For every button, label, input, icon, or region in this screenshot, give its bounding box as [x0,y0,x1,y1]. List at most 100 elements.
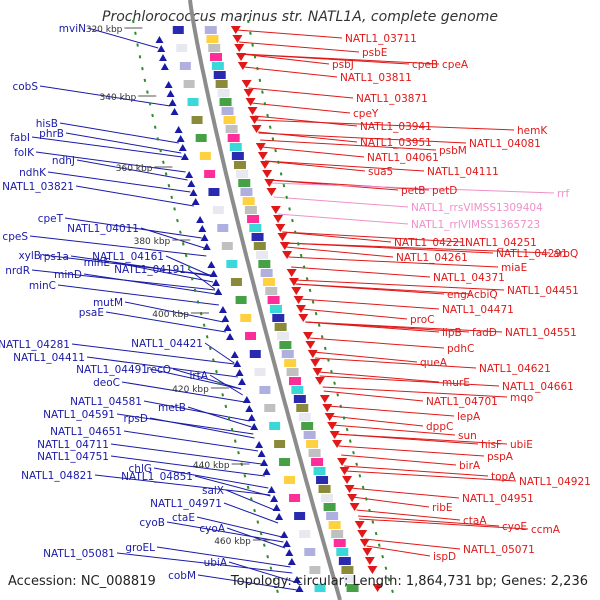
gene-block [217,89,230,97]
gene-arrow [237,62,248,70]
leader-line [110,443,262,465]
left-gene-label: NATL1_04161 [92,251,164,263]
left-gene-label: NATL1_04711 [37,439,109,451]
right-gene-label: ccmA [531,524,561,536]
leader-line [338,445,485,457]
leader-line [366,545,431,557]
gene-arrow [230,351,239,358]
right-gene-label: ispD [433,551,456,563]
leader-line [358,515,500,527]
right-gene-label: dppC [426,421,453,433]
leader-line [223,502,279,524]
leader-line [31,136,183,158]
gene-arrow [327,422,338,430]
right-gene-label: NATL1_04471 [442,304,514,316]
leader-line [270,182,555,194]
leader-line [194,475,271,497]
leader-line [269,179,430,191]
left-gene-label: phrB [39,128,64,140]
leader-lines [29,27,555,591]
leader-line [116,413,254,435]
gene-arrow [230,26,241,34]
gene-block [328,521,341,529]
gene-block [204,26,217,34]
leader-line [323,390,424,402]
right-gene-label: petD [432,185,457,197]
left-gene-labels: mviN cobS hisB fabI phrB folK ndhJ ndhK NATL1_03… [0,23,228,582]
gene-arrow [298,314,309,322]
gene-arrow [262,170,273,178]
gene-arrow [329,431,340,439]
leader-line [123,430,259,452]
right-gene-label: NATL1_04701 [426,396,498,408]
gene-block [226,260,238,268]
left-gene-label: cobS [12,81,38,93]
left-gene-label: minC [29,280,56,292]
genome-backbone [188,0,342,600]
leader-line [319,375,500,387]
gene-arrow [295,585,304,592]
right-gene-label: NATL1_04111 [427,166,499,178]
gene-arrow [168,99,177,106]
right-gene-label: aroQ [553,248,578,260]
left-gene-label: NATL1_04971 [150,498,222,510]
gene-block [331,530,344,538]
leader-line [226,527,286,549]
gene-arrow [233,360,242,367]
gene-arrow [155,36,164,43]
gene-arrow [176,135,185,142]
left-gene-label: NATL1_04281 [0,339,70,351]
gene-arrow [285,549,294,556]
leader-line [35,151,186,173]
right-gene-label: psbE [362,47,387,59]
gene-arrow [367,566,378,574]
gene-block [298,413,311,421]
gene-arrow [187,180,196,187]
leader-line [255,119,515,131]
right-gene-labels: NATL1_03711 psbE psbJ cpeB cpeA NATL1_03811 NA… [332,33,591,563]
left-gene-label: cyoA [199,523,225,535]
gene-block [199,152,211,160]
leader-line [277,213,409,225]
gene-block [213,71,226,79]
gene-block [265,287,278,295]
leader-line [111,261,214,283]
gene-block [176,44,188,52]
gene-arrow [362,548,373,556]
gene-arrow [234,44,245,52]
leader-line [288,256,499,268]
map-title: Prochlorococcus marinus str. NATL1A, com… [102,9,498,25]
leader-line [225,489,275,511]
right-gene-label: NATL1_04081 [469,138,541,150]
gene-arrow [235,369,244,376]
right-gene-label: NATL1_04451 [507,285,579,297]
left-gene-label: NATL1_04491 [76,364,148,376]
left-gene-label: NATL1_04411 [13,352,85,364]
left-gene-label: salX [202,485,224,497]
leader-line [47,171,191,193]
right-gene-label: miaE [501,262,527,274]
left-gene-label: NATL1_04421 [131,338,203,350]
leader-line [364,538,461,550]
gene-arrow [218,306,227,313]
gene-arrow [332,440,343,448]
gene-arrow [202,243,211,250]
left-gene-label: NATL1_04011 [67,223,139,235]
gene-arrow [319,395,330,403]
right-gene-label: NATL1_03711 [345,33,417,45]
gene-arrow [286,269,297,277]
right-gene-label: NATL1_03871 [356,93,428,105]
gene-block [346,584,359,592]
gene-arrow [273,215,284,223]
gene-arrow [275,224,286,232]
gene-block [244,206,257,214]
gene-arrow [209,270,218,277]
gene-block [291,386,304,394]
leader-line [251,102,351,114]
leader-line [70,255,212,277]
leader-line [172,368,242,390]
right-gene-label: NATL1_04621 [479,363,551,375]
leader-line [327,405,455,417]
gene-arrow [247,414,256,421]
tick-label: 360 kbp [116,164,153,174]
